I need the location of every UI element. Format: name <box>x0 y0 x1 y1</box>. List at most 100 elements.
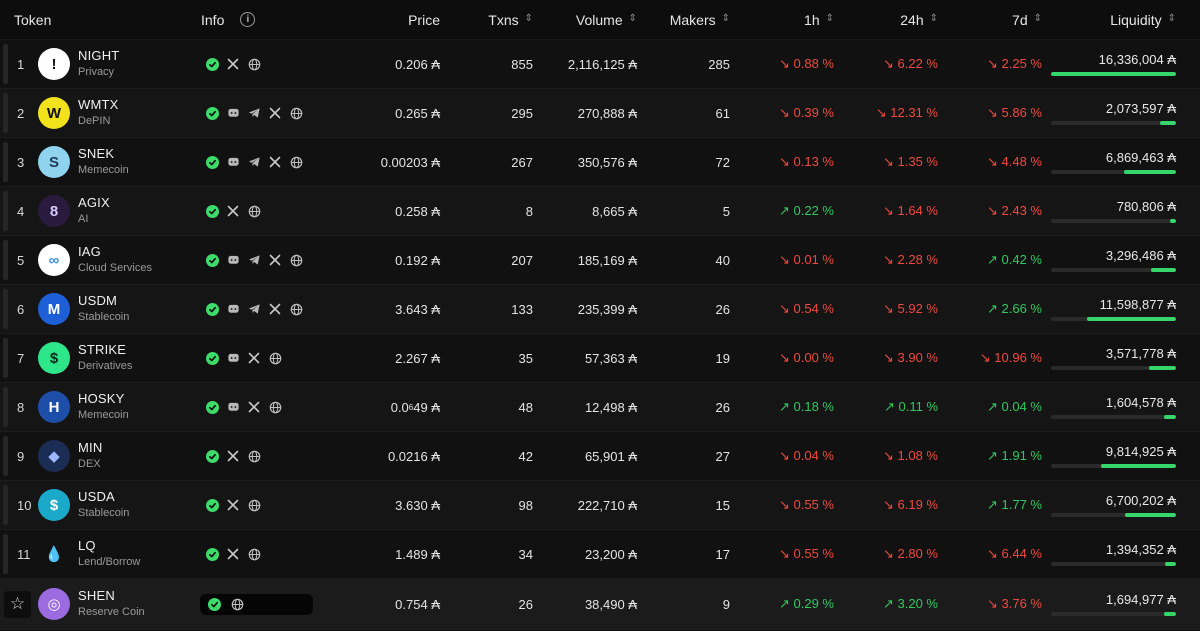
globe-icon[interactable] <box>289 253 303 267</box>
token-cell[interactable]: $ STRIKE Derivatives <box>0 334 198 382</box>
token-cell[interactable]: ◆ MIN DEX <box>0 432 198 480</box>
table-row[interactable]: 10 $ USDA Stablecoin 3.630 ₳ 98 222,710 ₳ 15 ↘ 0… <box>0 481 1200 530</box>
sort-icon: ⇕ <box>628 12 637 24</box>
col-volume[interactable]: Volume ⇕ <box>533 0 637 39</box>
change-7d-cell: ↘ 2.43 % <box>987 203 1042 218</box>
globe-icon[interactable] <box>247 204 261 218</box>
info-icon[interactable]: i <box>240 12 256 27</box>
table-row[interactable]: 3 S SNEK Memecoin 0.00203 ₳ 267 350,576 ₳ 72 ↘ 0… <box>0 138 1200 187</box>
liquidity-value: 11,598,877 ₳ <box>1099 297 1176 312</box>
globe-icon[interactable] <box>268 351 282 365</box>
liquidity-value: 9,814,925 ₳ <box>1105 444 1176 459</box>
volume-cell: 235,399 ₳ <box>577 301 637 317</box>
table-row[interactable]: 7 $ STRIKE Derivatives 2.267 ₳ 35 57,363 ₳ 19 ↘ … <box>0 334 1200 383</box>
change-1h-cell: ↗ 0.22 % <box>779 203 834 218</box>
token-symbol: IAG <box>78 244 101 260</box>
table-row[interactable]: 2 W WMTX DePIN 0.265 ₳ 295 270,888 ₳ 61 ↘ 0.39 %… <box>0 89 1200 138</box>
discord-icon[interactable] <box>226 155 240 169</box>
x-icon[interactable] <box>226 547 240 561</box>
x-icon[interactable] <box>226 498 240 512</box>
token-logo-icon: $ <box>38 342 70 374</box>
token-symbol: STRIKE <box>78 342 127 358</box>
token-category: Reserve Coin <box>78 606 145 619</box>
token-cell[interactable]: $ USDA Stablecoin <box>0 481 198 529</box>
sort-icon: ⇕ <box>524 12 533 24</box>
token-cell[interactable]: ∞ IAG Cloud Services <box>0 236 198 284</box>
x-icon[interactable] <box>247 400 261 414</box>
globe-icon[interactable] <box>268 400 282 414</box>
liquidity-value: 3,571,778 ₳ <box>1105 346 1176 361</box>
change-24h-cell: ↗ 3.20 % <box>883 596 938 611</box>
token-cell[interactable]: ◎ SHEN Reserve Coin <box>0 579 198 629</box>
token-cell[interactable]: H HOSKY Memecoin <box>0 383 198 431</box>
rank-number: 11 <box>17 546 31 562</box>
discord-icon[interactable] <box>226 253 240 267</box>
col-liquidity[interactable]: Liquidity ⇕ <box>1042 0 1188 39</box>
col-makers[interactable]: Makers ⇕ <box>637 0 730 39</box>
txns-cell: 42 <box>518 448 533 464</box>
token-cell[interactable]: 8 AGIX AI <box>0 187 198 235</box>
globe-icon[interactable] <box>247 57 261 71</box>
col-7d[interactable]: 7d ⇕ <box>938 0 1042 39</box>
row-marker <box>3 387 8 427</box>
x-icon[interactable] <box>268 155 282 169</box>
x-icon[interactable] <box>226 204 240 218</box>
globe-icon[interactable] <box>289 155 303 169</box>
discord-icon[interactable] <box>226 351 240 365</box>
x-icon[interactable] <box>247 351 261 365</box>
table-row[interactable]: 4 8 AGIX AI 0.258 ₳ 8 8,665 ₳ 5 ↗ 0.22 % ↘ 1.64 %… <box>0 187 1200 236</box>
globe-icon[interactable] <box>247 547 261 561</box>
telegram-icon[interactable] <box>247 106 261 120</box>
token-cell[interactable]: 💧 LQ Lend/Borrow <box>0 530 198 578</box>
liquidity-bar-fill <box>1169 219 1176 223</box>
token-name: STRIKE Derivatives <box>78 342 132 373</box>
row-marker <box>3 338 8 378</box>
globe-icon[interactable] <box>247 449 261 463</box>
x-icon[interactable] <box>268 106 282 120</box>
x-icon[interactable] <box>226 449 240 463</box>
telegram-icon[interactable] <box>247 253 261 267</box>
x-icon[interactable] <box>268 302 282 316</box>
table-row[interactable]: 6 M USDM Stablecoin 3.643 ₳ 133 235,399 ₳ 26 ↘ 0… <box>0 285 1200 334</box>
col-24h[interactable]: 24h ⇕ <box>834 0 938 39</box>
price-cell: 0.206 ₳ <box>395 56 440 72</box>
discord-icon[interactable] <box>226 400 240 414</box>
x-icon[interactable] <box>226 57 240 71</box>
x-icon[interactable] <box>268 253 282 267</box>
row-marker <box>3 142 8 182</box>
table-row[interactable]: 9 ◆ MIN DEX 0.0216 ₳ 42 65,901 ₳ 27 ↘ 0.04 % ↘ 1.… <box>0 432 1200 481</box>
col-token[interactable]: Token <box>0 0 198 39</box>
discord-icon[interactable] <box>226 302 240 316</box>
token-cell[interactable]: S SNEK Memecoin <box>0 138 198 186</box>
token-category: Stablecoin <box>78 311 130 324</box>
table-row[interactable]: 1! NIGHT Privacy 0.206 ₳ 855 2,116,125 ₳ 285 ↘ … <box>0 40 1200 89</box>
sort-icon: ⇕ <box>721 12 730 24</box>
discord-icon[interactable] <box>226 106 240 120</box>
telegram-icon[interactable] <box>247 155 261 169</box>
globe-icon[interactable] <box>247 498 261 512</box>
token-cell[interactable]: W WMTX DePIN <box>0 89 198 137</box>
col-txns[interactable]: Txns ⇕ <box>440 0 533 39</box>
token-symbol: USDA <box>78 489 115 505</box>
table-row[interactable]: 11 💧 LQ Lend/Borrow 1.489 ₳ 34 23,200 ₳ 17 ↘ 0.5… <box>0 530 1200 579</box>
telegram-icon[interactable] <box>247 302 261 316</box>
liquidity-bar-fill <box>1051 72 1176 76</box>
change-1h-cell: ↘ 0.54 % <box>779 301 834 316</box>
table-row[interactable]: ☆ ◎ SHEN Reserve Coin 0.754 ₳ 26 38,490 ₳ 9 ↗ 0.… <box>0 579 1200 630</box>
table-row[interactable]: 8 H HOSKY Memecoin 0.0 6 49 ₳ 48 12,498 ₳ 26 ↗ 0.1… <box>0 383 1200 432</box>
change-7d-cell: ↘ 6.44 % <box>987 546 1042 561</box>
info-cell <box>198 334 370 382</box>
table-row[interactable]: 5 ∞ IAG Cloud Services 0.192 ₳ 207 185,169 ₳ 40… <box>0 236 1200 285</box>
row-marker <box>3 93 8 133</box>
change-24h-cell: ↘ 6.19 % <box>883 497 938 512</box>
globe-icon[interactable] <box>289 302 303 316</box>
globe-icon[interactable] <box>289 106 303 120</box>
info-cell <box>198 138 370 186</box>
token-cell[interactable]: M USDM Stablecoin <box>0 285 198 333</box>
token-cell[interactable]: ! NIGHT Privacy <box>0 40 198 88</box>
globe-icon[interactable] <box>230 597 244 611</box>
col-1h[interactable]: 1h ⇕ <box>730 0 834 39</box>
star-icon[interactable]: ☆ <box>4 590 31 618</box>
volume-cell: 350,576 ₳ <box>577 154 637 170</box>
txns-cell: 98 <box>518 497 533 513</box>
